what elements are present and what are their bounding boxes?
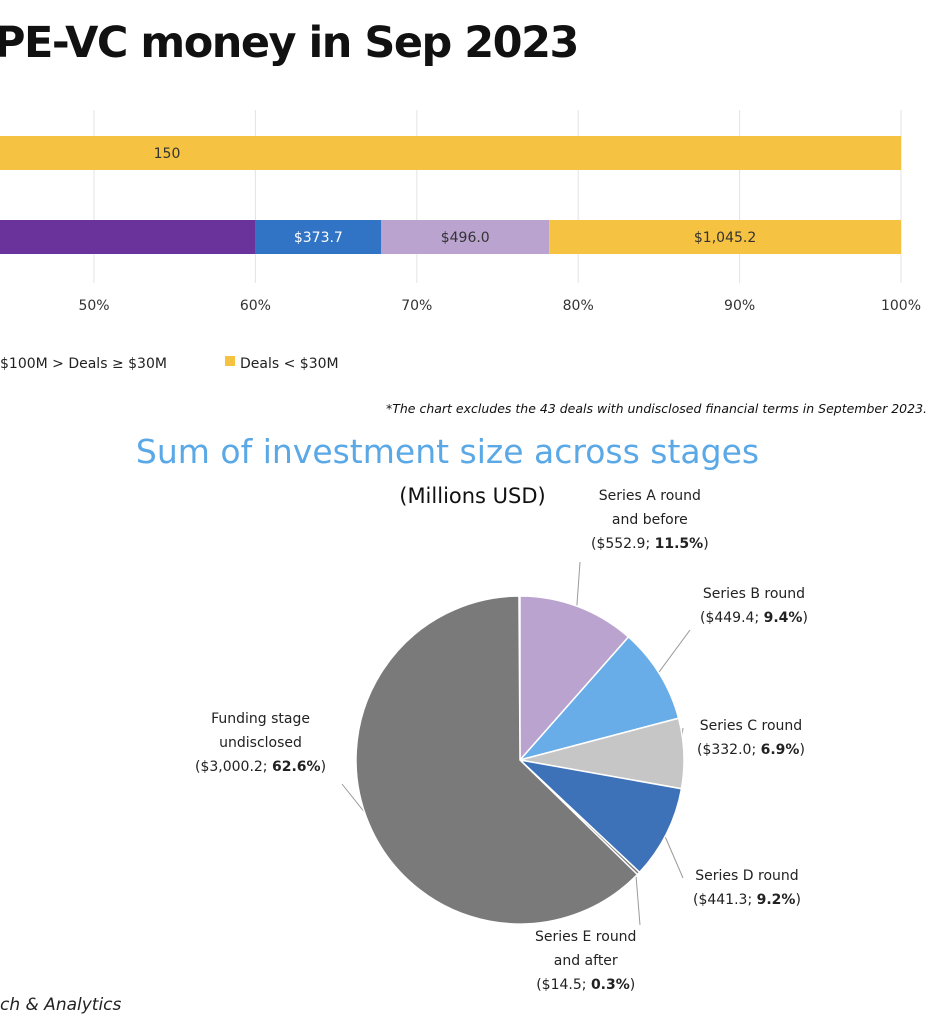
pie-slice-label: Series B round ($449.4; 9.4%): [700, 582, 808, 630]
pie-leader-line: [635, 870, 641, 926]
pie-slice-label: Series E round and after ($14.5; 0.3%): [535, 925, 636, 997]
pie-slice-percent: 11.5%: [654, 536, 704, 552]
bar-data-label: $496.0: [441, 230, 490, 246]
pie-slice-value: ($449.4; 9.4%): [700, 610, 808, 626]
pie-slices: [355, 595, 685, 925]
pie-slice-name: Funding stage: [211, 711, 310, 727]
bar-data-label: 150: [154, 146, 181, 162]
bar-segment: [0, 220, 256, 254]
bar-segment: [0, 136, 901, 170]
legend-label: Deals < $30M: [240, 356, 339, 372]
pie-slice-name: Series B round: [702, 586, 806, 602]
pie-slice-name: Series C round: [699, 718, 803, 734]
pie-title: Sum of investment size across stages: [135, 432, 760, 471]
pie-slice-name: undisclosed: [219, 735, 302, 751]
footnote: *The chart excludes the 43 deals with un…: [385, 401, 927, 416]
bar-data-label: $373.7: [294, 230, 343, 246]
pie-slice-name: and before: [611, 512, 688, 528]
pie-slice-label: Funding stage undisclosed ($3,000.2; 62.6%…: [195, 707, 326, 779]
legend-swatch: [225, 356, 235, 366]
pie-subtitle: (Millions USD): [399, 484, 546, 508]
pie-slice: [355, 595, 639, 925]
x-tick-label: 70%: [401, 298, 432, 314]
pie-slice-label: Series C round ($332.0; 6.9%): [697, 714, 805, 762]
x-tick-label: 100%: [881, 298, 921, 314]
x-tick-label: 60%: [240, 298, 271, 314]
pie-slice-percent: 6.9%: [760, 742, 800, 758]
x-tick-label: 90%: [724, 298, 755, 314]
pie-slice-value: ($14.5; 0.3%): [536, 977, 636, 993]
pie-leader-line: [576, 561, 581, 611]
pie-slice-percent: 9.4%: [763, 610, 803, 626]
pie-slice-value: ($3,000.2; 62.6%): [195, 759, 327, 775]
pie-slice: [517, 758, 683, 874]
bar-segment: [549, 220, 901, 254]
pie-slice-percent: 62.6%: [271, 759, 321, 775]
stacked-bar-chart: 150 $373.7 $496.0 $1,045.2 50% 60% 70% 80% 90% 1…: [0, 110, 921, 372]
source-credit: ch & Analytics: [0, 995, 122, 1015]
pie-slice-percent: 9.2%: [756, 892, 796, 908]
pie-leader-line: [662, 831, 684, 879]
pie-slice-value: ($332.0; 6.9%): [697, 742, 805, 758]
x-tick-label: 80%: [563, 298, 594, 314]
x-axis-ticks: 50% 60% 70% 80% 90% 100%: [78, 298, 921, 314]
bar-legend: $100M > Deals ≥ $30M Deals < $30M: [0, 356, 339, 372]
bar-segment: [255, 220, 382, 254]
pie-slice-label: Series D round ($441.3; 9.2%): [693, 864, 801, 912]
pie-slice-name: Series D round: [695, 868, 799, 884]
chart-title: PE-VC money in Sep 2023: [0, 18, 579, 68]
pie-slice: [517, 635, 680, 762]
pie-slice-percent: 0.3%: [590, 977, 630, 993]
pie-slice-value: ($441.3; 9.2%): [693, 892, 801, 908]
bar-segments: 150 $373.7 $496.0 $1,045.2: [0, 136, 901, 254]
pie-slice-name: Series E round: [535, 929, 637, 945]
pie-leader-line: [655, 629, 691, 677]
legend-label: $100M > Deals ≥ $30M: [0, 356, 167, 372]
pie-slice-name: Series A round: [598, 488, 701, 504]
x-tick-label: 50%: [78, 298, 109, 314]
pie-slice: [519, 595, 630, 762]
bar-data-label: $1,045.2: [694, 230, 756, 246]
pie-slice-label: Series A round and before ($552.9; 11.5%): [591, 484, 709, 556]
pie-slice-value: ($552.9; 11.5%): [591, 536, 709, 552]
bar-segment: [381, 220, 550, 254]
pie-slice-name: and after: [553, 953, 618, 969]
